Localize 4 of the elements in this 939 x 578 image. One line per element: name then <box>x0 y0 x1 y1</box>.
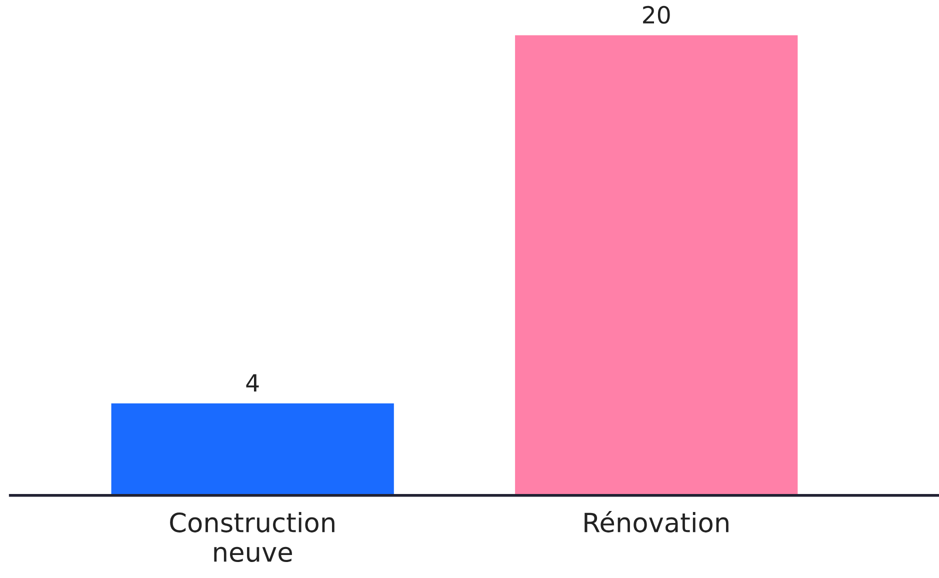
x-tick-label: Construction neuve <box>170 512 334 562</box>
data-label: 4 <box>246 374 259 392</box>
x-tick-label: Rénovation <box>584 510 728 532</box>
data-label: 20 <box>643 6 670 24</box>
